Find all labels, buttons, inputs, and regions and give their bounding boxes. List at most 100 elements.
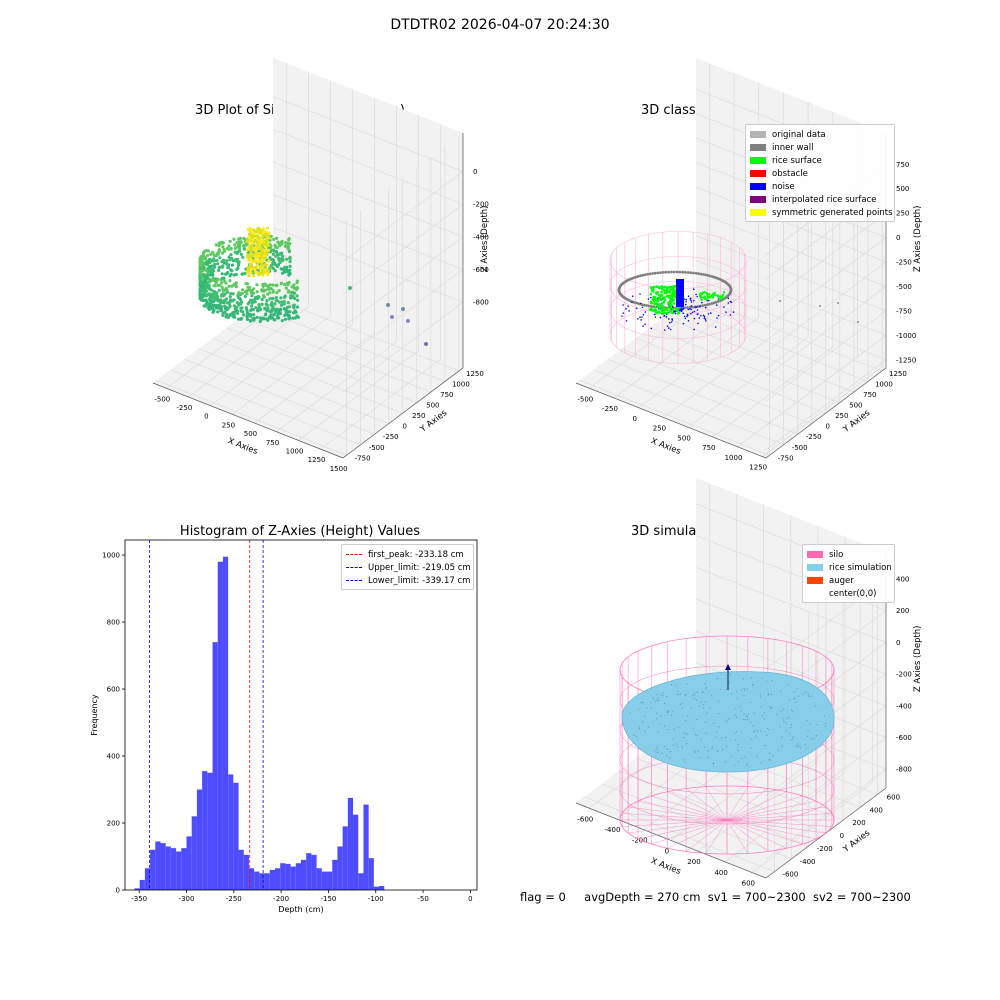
x-tick-label: 750 [266,439,279,447]
legend-label: auger [829,575,854,586]
data-point [207,284,211,288]
noise-point [725,311,727,313]
legend-item: interpolated rice surface [750,193,890,206]
silo-line [726,819,817,840]
histogram-bar [316,868,322,890]
data-point [237,317,241,321]
data-point [280,239,284,244]
data-point [237,237,241,241]
legend-item: silo [807,548,890,561]
noise-point [669,328,672,331]
rice-surface-point [656,304,660,308]
rice-simulation-point [728,682,730,684]
z-tick-label: -400 [896,702,912,710]
noise-point [650,296,652,299]
rice-simulation-point [715,736,717,738]
rice-simulation-point [747,713,750,715]
data-point [208,306,212,310]
data-point [199,258,203,262]
silo-line [726,788,769,821]
noise-point [698,317,701,319]
rice-simulation-point [718,713,720,715]
rice-simulation-point [664,702,666,705]
histogram-bar [368,858,374,890]
data-point [255,283,259,287]
data-point [220,272,224,276]
rice-simulation-point [696,718,698,721]
data-point [270,301,274,305]
rice-simulation-point [744,689,746,691]
noise-point [727,302,730,304]
data-point [271,266,275,270]
data-point [242,236,246,241]
data-point [223,249,227,253]
rice-simulation-point [815,735,817,737]
data-point [281,254,285,258]
legend-label: noise [772,181,795,192]
rice-simulation-point [717,750,719,752]
histogram-bar [248,868,255,890]
data-point [222,276,226,280]
data-point [225,307,229,312]
rice-surface-point [704,297,708,300]
rice-simulation-point [756,756,758,758]
rice-simulation-point [718,726,720,728]
legend-swatch [807,590,823,597]
legend-label: rice simulation [829,562,892,573]
noise-point [654,316,657,318]
noise-point [690,301,693,303]
silo-line [726,819,749,854]
data-point [254,306,258,310]
y-tick-label: 200 [107,820,120,828]
rice-simulation-point [766,734,768,736]
data-point [204,277,208,281]
rice-simulation-point [692,695,694,697]
data-point [210,299,214,303]
legend-item: rice surface [750,154,890,167]
noise-point [687,295,690,298]
legend-item: Upper_limit: -219.05 cm [346,561,471,574]
rice-simulation-point [671,714,673,716]
x-tick-label: -350 [131,895,147,903]
noise-point [704,318,707,320]
data-point [271,252,275,256]
data-point [283,317,288,321]
noise-point [659,316,662,319]
inner-wall-point [689,271,693,275]
data-point [213,298,217,302]
rice-surface-point [716,294,719,297]
rice-simulation-point [796,688,798,690]
grid-line [593,369,784,446]
rice-simulation-point [673,728,675,730]
inner-wall-point [667,270,671,274]
rice-simulation-point [660,715,662,717]
rice-simulation-point [790,727,792,729]
data-point [286,270,290,274]
noise-point [729,300,732,303]
z-tick-label: -200 [473,201,489,209]
rice-simulation-point [681,707,683,709]
data-point [272,312,276,317]
rice-simulation-point [664,725,666,727]
rice-simulation-point [728,718,730,720]
auger-marker [725,664,731,670]
noise-point [690,313,692,315]
data-point [262,317,266,321]
x-axis-label: Depth (cm) [278,905,323,914]
data-point [296,315,300,319]
data-point [257,236,261,240]
data-point [274,254,278,258]
grid-line [607,358,798,435]
rice-simulation-point [693,693,696,696]
data-point [230,256,234,260]
data-point [217,241,221,245]
noise-point [668,318,670,320]
data-point [232,312,236,316]
data-point [275,236,279,240]
noise-point [716,317,718,319]
rice-simulation-point [743,695,745,697]
y-tick-label: 1000 [102,552,120,560]
histogram-bar [269,869,275,890]
rice-simulation-point [823,715,826,717]
rice-simulation-point [799,745,801,747]
